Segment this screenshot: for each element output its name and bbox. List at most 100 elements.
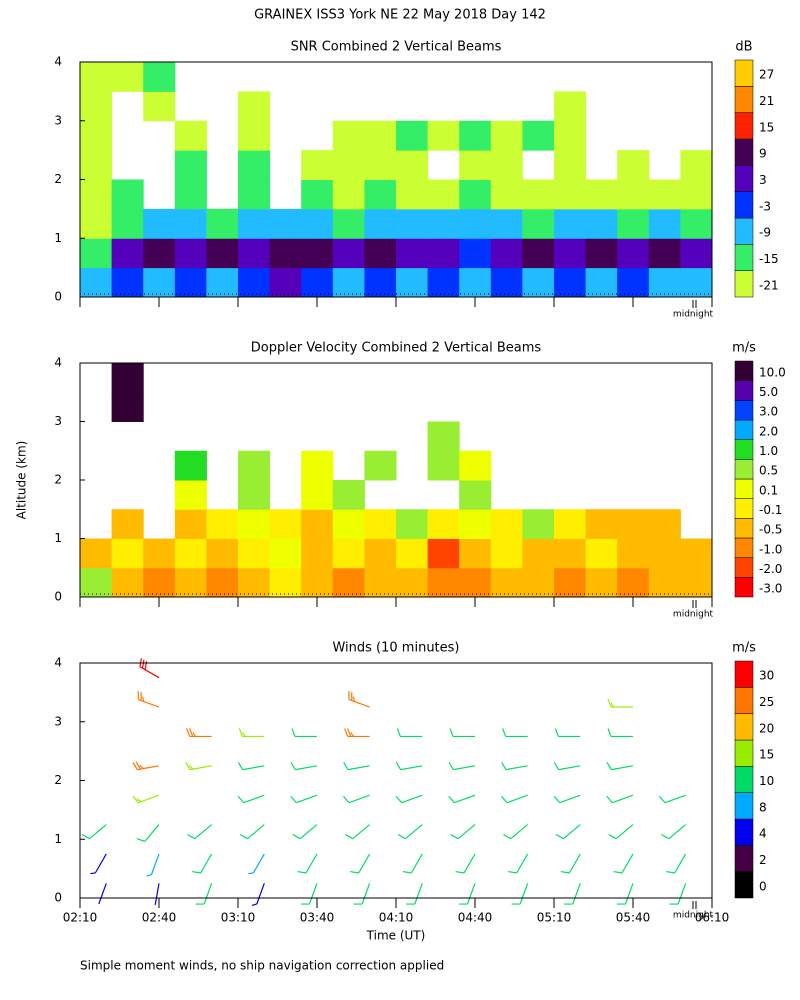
- heatmap-cell: [238, 509, 271, 539]
- heatmap-cell: [364, 450, 397, 481]
- colorbar-label: 21: [759, 94, 774, 108]
- wind-barb: [187, 824, 213, 840]
- heatmap-cell: [427, 509, 460, 539]
- heatmap-cell: [585, 208, 618, 239]
- heatmap-cell: [111, 267, 144, 298]
- heatmap-cell: [396, 538, 429, 569]
- heatmap-cell: [174, 179, 207, 210]
- wind-barb: [237, 794, 265, 804]
- wind-barb: [81, 824, 107, 840]
- wind-barb: [658, 794, 686, 804]
- heatmap-cell: [143, 62, 176, 92]
- heatmap-cell: [396, 238, 429, 269]
- heatmap-cell: [269, 267, 302, 298]
- heatmap-cell: [490, 238, 523, 269]
- wind-barb: [290, 794, 318, 804]
- heatmap-cell: [680, 150, 713, 180]
- colorbar-band: [734, 400, 754, 421]
- heatmap-cell: [301, 567, 334, 598]
- heatmap-cell: [459, 450, 492, 481]
- heatmap-cell: [364, 179, 397, 210]
- colorbar-band: [734, 244, 754, 271]
- heatmap-cell: [143, 208, 176, 239]
- midnight-label: midnight: [673, 310, 714, 320]
- wind-barb: [502, 728, 528, 738]
- heatmap-cell: [459, 238, 492, 269]
- wind-barb: [511, 883, 529, 905]
- heatmap-cell: [617, 267, 650, 298]
- y-tick-label: 0: [54, 891, 62, 905]
- wind-barb: [132, 761, 160, 771]
- y-tick-label: 4: [54, 656, 62, 670]
- wind-barb: [251, 883, 265, 907]
- heatmap-cell: [648, 509, 681, 539]
- heatmap-cell: [617, 238, 650, 269]
- heatmap-cell: [269, 238, 302, 269]
- heatmap-cell: [364, 120, 397, 151]
- colorbar-label: 3: [759, 173, 767, 187]
- wind-barb: [342, 794, 370, 804]
- heatmap-cell: [111, 567, 144, 598]
- wind-barb: [503, 824, 529, 840]
- heatmap-cell: [427, 208, 460, 239]
- x-tick-label: 04:10: [379, 911, 414, 925]
- wind-barb: [154, 883, 160, 906]
- heatmap-cell: [396, 120, 429, 151]
- heatmap-cell: [143, 238, 176, 269]
- heatmap-cell: [238, 480, 271, 510]
- heatmap-cell: [174, 208, 207, 239]
- wind-barb: [290, 761, 318, 771]
- heatmap-cell: [427, 538, 460, 569]
- heatmap-cell: [522, 120, 555, 151]
- midnight-label: midnight: [673, 610, 714, 620]
- heatmap-cell: [332, 120, 365, 151]
- colorbar-label: 3.0: [759, 405, 778, 419]
- heatmap-cell: [80, 62, 113, 92]
- wind-barb: [501, 761, 528, 771]
- heatmap-cell: [490, 567, 523, 598]
- heatmap-cell: [332, 208, 365, 239]
- heatmap-cell: [143, 538, 176, 569]
- heatmap-cell: [364, 567, 397, 598]
- colorbar-label: 15: [759, 748, 774, 762]
- heatmap-cell: [459, 208, 492, 239]
- wind-barb: [449, 728, 475, 738]
- heatmap-cell: [111, 179, 144, 210]
- heatmap-cell: [396, 179, 429, 210]
- wind-barb: [292, 824, 318, 840]
- colorbar-unit: m/s: [732, 341, 756, 356]
- colorbar-label: 1.0: [759, 444, 778, 458]
- wind-barb: [458, 883, 476, 905]
- heatmap-cell: [522, 509, 555, 539]
- heatmap-cell: [617, 150, 650, 180]
- figure-title: GRAINEX ISS3 York NE 22 May 2018 Day 142: [254, 8, 546, 23]
- heatmap-cell: [617, 509, 650, 539]
- heatmap-cell: [111, 208, 144, 239]
- colorbar-band: [734, 713, 754, 741]
- colorbar-label: -3: [759, 199, 771, 213]
- colorbar-label: 20: [759, 721, 774, 735]
- y-tick-label: 2: [54, 773, 62, 787]
- heatmap-cell: [174, 567, 207, 598]
- heatmap-cell: [396, 567, 429, 598]
- heatmap-cell: [554, 567, 587, 598]
- heatmap-cell: [364, 509, 397, 539]
- wind-barb: [239, 824, 265, 840]
- wind-barb: [564, 883, 581, 905]
- heatmap-cell: [238, 450, 271, 481]
- heatmap-cell: [206, 267, 239, 298]
- colorbar-label: 10.0: [759, 365, 786, 379]
- heatmap-cell: [143, 267, 176, 298]
- heatmap-cell: [238, 120, 271, 151]
- heatmap-cell: [332, 267, 365, 298]
- heatmap-cell: [459, 538, 492, 569]
- wind-barb: [185, 761, 212, 771]
- heatmap-cell: [174, 450, 207, 481]
- wind-barb: [98, 883, 107, 905]
- colorbar-label: -0.1: [759, 503, 782, 517]
- heatmap-cell: [238, 91, 271, 122]
- midnight-marker: [692, 300, 697, 308]
- heatmap-cell: [332, 150, 365, 180]
- colorbar-band: [734, 818, 754, 846]
